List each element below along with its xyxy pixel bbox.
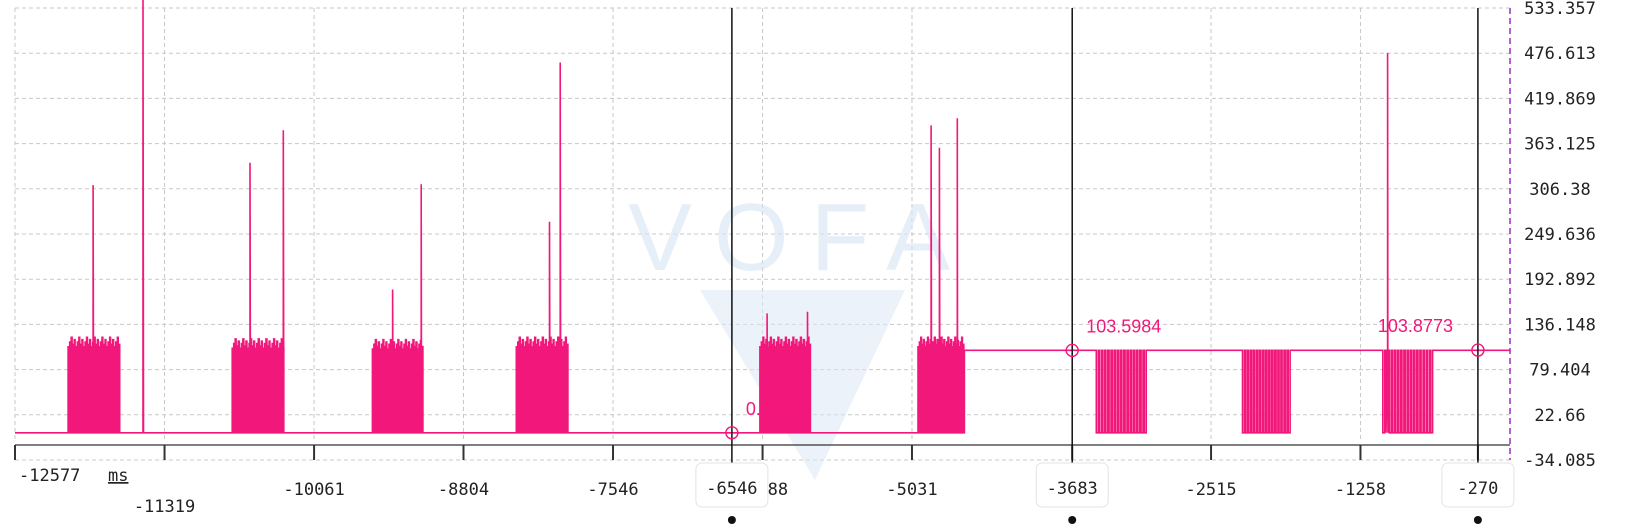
- y-tick-label: 136.148: [1524, 315, 1596, 335]
- cursor-x-label: -3683: [1047, 479, 1098, 499]
- cursor-tag[interactable]: [695, 462, 769, 508]
- cursor-x-label: -270: [1457, 479, 1498, 499]
- cursor-handle[interactable]: [727, 516, 736, 524]
- x-unit-label: ms: [108, 466, 128, 486]
- cursor-marker: [1471, 343, 1485, 357]
- y-tick-label: 306.38: [1529, 180, 1590, 200]
- cursor-handle[interactable]: [1068, 516, 1077, 524]
- cursor-value-label: 103.5984: [1086, 316, 1161, 336]
- x-tick-label: -12577: [19, 466, 80, 486]
- cursor-marker: [725, 426, 739, 440]
- y-tick-label: 476.613: [1524, 44, 1596, 64]
- y-tick-label: 363.125: [1524, 135, 1596, 155]
- y-tick-label: 192.892: [1524, 270, 1596, 290]
- cursor-handle[interactable]: [1473, 516, 1482, 524]
- cursor-x-label: -6546: [706, 479, 757, 499]
- y-tick-label: 419.869: [1524, 89, 1596, 109]
- y-tick-label: -34.085: [1524, 451, 1596, 471]
- y-axis: 533.357 476.613 419.869 363.125 306.38 249.63…: [1524, 0, 1596, 471]
- y-tick-label: 249.636: [1524, 225, 1596, 245]
- x-tick-label: -5031: [886, 480, 937, 500]
- cursor-value-label: 103.8773: [1378, 316, 1453, 336]
- watermark: VOFA: [628, 184, 972, 291]
- x-tick-label: -8804: [438, 480, 489, 500]
- cursor-value-label: 0.0997: [746, 399, 801, 419]
- x-tick-label: -2515: [1185, 480, 1236, 500]
- cursor-marker: [1065, 343, 1079, 358]
- x-tick-label: -1258: [1335, 480, 1386, 500]
- cursor-tag[interactable]: [1441, 462, 1515, 508]
- x-tick-label: -7546: [587, 480, 638, 500]
- x-tick-label: -10061: [283, 480, 344, 500]
- y-tick-label: 79.404: [1529, 361, 1590, 381]
- y-tick-label: 22.66: [1534, 406, 1585, 426]
- cursor-layer[interactable]: 0.0997 -6546 103.5984 -3683 103.8773 -270: [695, 8, 1515, 524]
- x-tick-label: -11319: [134, 497, 195, 517]
- cursor-tag[interactable]: [1035, 462, 1109, 508]
- y-tick-label: 533.357: [1524, 0, 1596, 19]
- series-trace: [15, 0, 1510, 434]
